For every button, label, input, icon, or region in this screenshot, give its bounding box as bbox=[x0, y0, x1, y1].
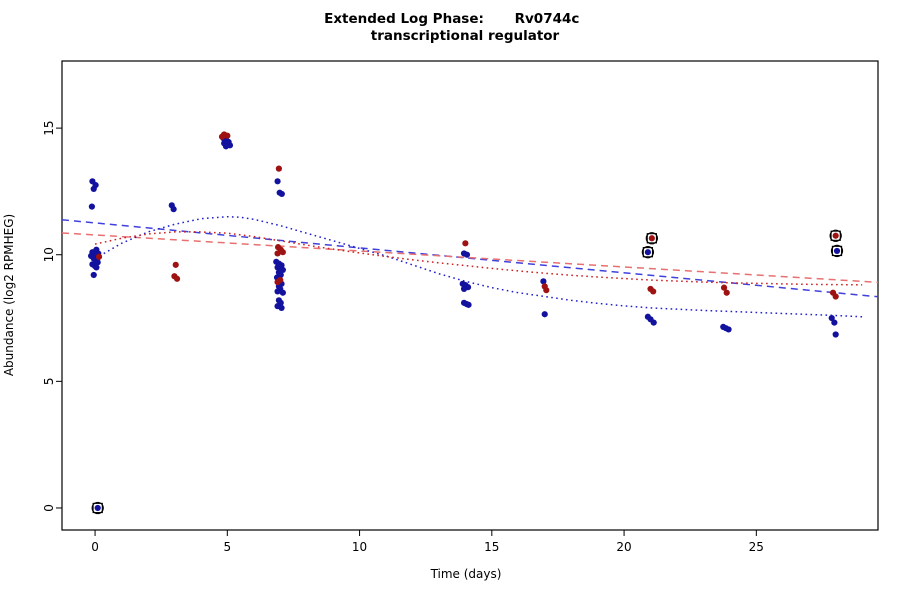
x-tick-label: 20 bbox=[616, 540, 631, 554]
red-condition-point bbox=[274, 250, 281, 257]
plot-area: 0 5 10 15 20 25 0 5 10 15 bbox=[42, 60, 879, 554]
blue-condition-point bbox=[279, 289, 286, 296]
blue-condition-point bbox=[90, 271, 97, 279]
red-dotted-smooth bbox=[94, 231, 863, 286]
outlier-square-mark bbox=[646, 233, 657, 244]
blue-condition-point bbox=[725, 326, 732, 333]
red-dashed-trend bbox=[61, 232, 879, 284]
blue-condition-point bbox=[94, 504, 101, 512]
x-tick-label: 10 bbox=[352, 540, 367, 554]
blue-condition-point bbox=[222, 143, 230, 150]
x-axis-label: Time (days) bbox=[430, 567, 502, 581]
x-tick-label: 25 bbox=[749, 540, 764, 554]
red-condition-point bbox=[832, 232, 839, 239]
plot-border bbox=[61, 60, 879, 531]
red-condition-point bbox=[543, 287, 550, 294]
red-condition-point bbox=[172, 261, 179, 268]
outlier-circle-mark bbox=[830, 244, 844, 258]
outlier-square-mark bbox=[92, 502, 103, 514]
blue-condition-point bbox=[828, 314, 835, 322]
outlier-square-mark bbox=[642, 247, 654, 258]
blue-condition-point bbox=[650, 319, 657, 326]
blue-condition-point bbox=[833, 247, 841, 255]
blue-condition-point bbox=[274, 288, 281, 295]
blue-condition-point bbox=[832, 331, 839, 338]
red-condition-point bbox=[218, 133, 226, 140]
x-tick-label: 0 bbox=[91, 540, 99, 554]
red-condition-point bbox=[224, 132, 231, 139]
blue-condition-point bbox=[463, 251, 471, 258]
blue-condition-point bbox=[274, 178, 281, 185]
outlier-square-mark bbox=[831, 245, 843, 257]
red-condition-point bbox=[723, 289, 730, 296]
y-axis-label: Abundance (log2 RPMHEG) bbox=[2, 214, 16, 376]
red-condition-point bbox=[279, 249, 286, 256]
red-condition-point bbox=[462, 240, 469, 247]
chart-title-line1-right: Rv0744c bbox=[515, 11, 580, 27]
blue-dotted-smooth bbox=[94, 215, 863, 318]
chart-title-line1-left: Extended Log Phase: bbox=[324, 11, 484, 27]
blue-condition-point bbox=[644, 249, 651, 256]
red-condition-point bbox=[832, 293, 839, 300]
blue-condition-point bbox=[93, 264, 100, 271]
blue-condition-point bbox=[278, 190, 285, 198]
blue-condition-point bbox=[460, 285, 468, 293]
x-tick-label: 5 bbox=[223, 540, 231, 554]
y-tick-label: 5 bbox=[42, 378, 56, 386]
blue-condition-point bbox=[88, 203, 95, 210]
red-condition-point bbox=[173, 275, 181, 282]
outlier-circle-mark bbox=[91, 501, 104, 515]
outlier-circle-mark bbox=[645, 232, 658, 245]
blue-condition-point bbox=[541, 311, 548, 318]
blue-condition-point bbox=[540, 278, 547, 285]
y-tick-label: 10 bbox=[42, 247, 56, 262]
y-tick-label: 0 bbox=[42, 504, 56, 512]
red-condition-point bbox=[720, 284, 728, 291]
blue-condition-point bbox=[465, 301, 472, 308]
red-condition-point bbox=[275, 165, 282, 172]
outlier-circle-mark bbox=[829, 229, 842, 242]
blue-condition-point bbox=[170, 206, 177, 213]
red-condition-point bbox=[650, 288, 657, 295]
blue-condition-point bbox=[831, 319, 838, 326]
outlier-circle-mark bbox=[641, 246, 655, 259]
blue-condition-point bbox=[90, 185, 97, 192]
red-condition-point bbox=[648, 235, 655, 242]
chart-title-line2: transcriptional regulator bbox=[371, 28, 560, 44]
red-condition-point bbox=[274, 278, 281, 286]
outlier-square-mark bbox=[830, 230, 841, 241]
blue-condition-point bbox=[278, 304, 285, 312]
x-tick-label: 15 bbox=[484, 540, 499, 554]
red-condition-point bbox=[95, 253, 103, 260]
y-tick-label: 15 bbox=[42, 120, 56, 135]
